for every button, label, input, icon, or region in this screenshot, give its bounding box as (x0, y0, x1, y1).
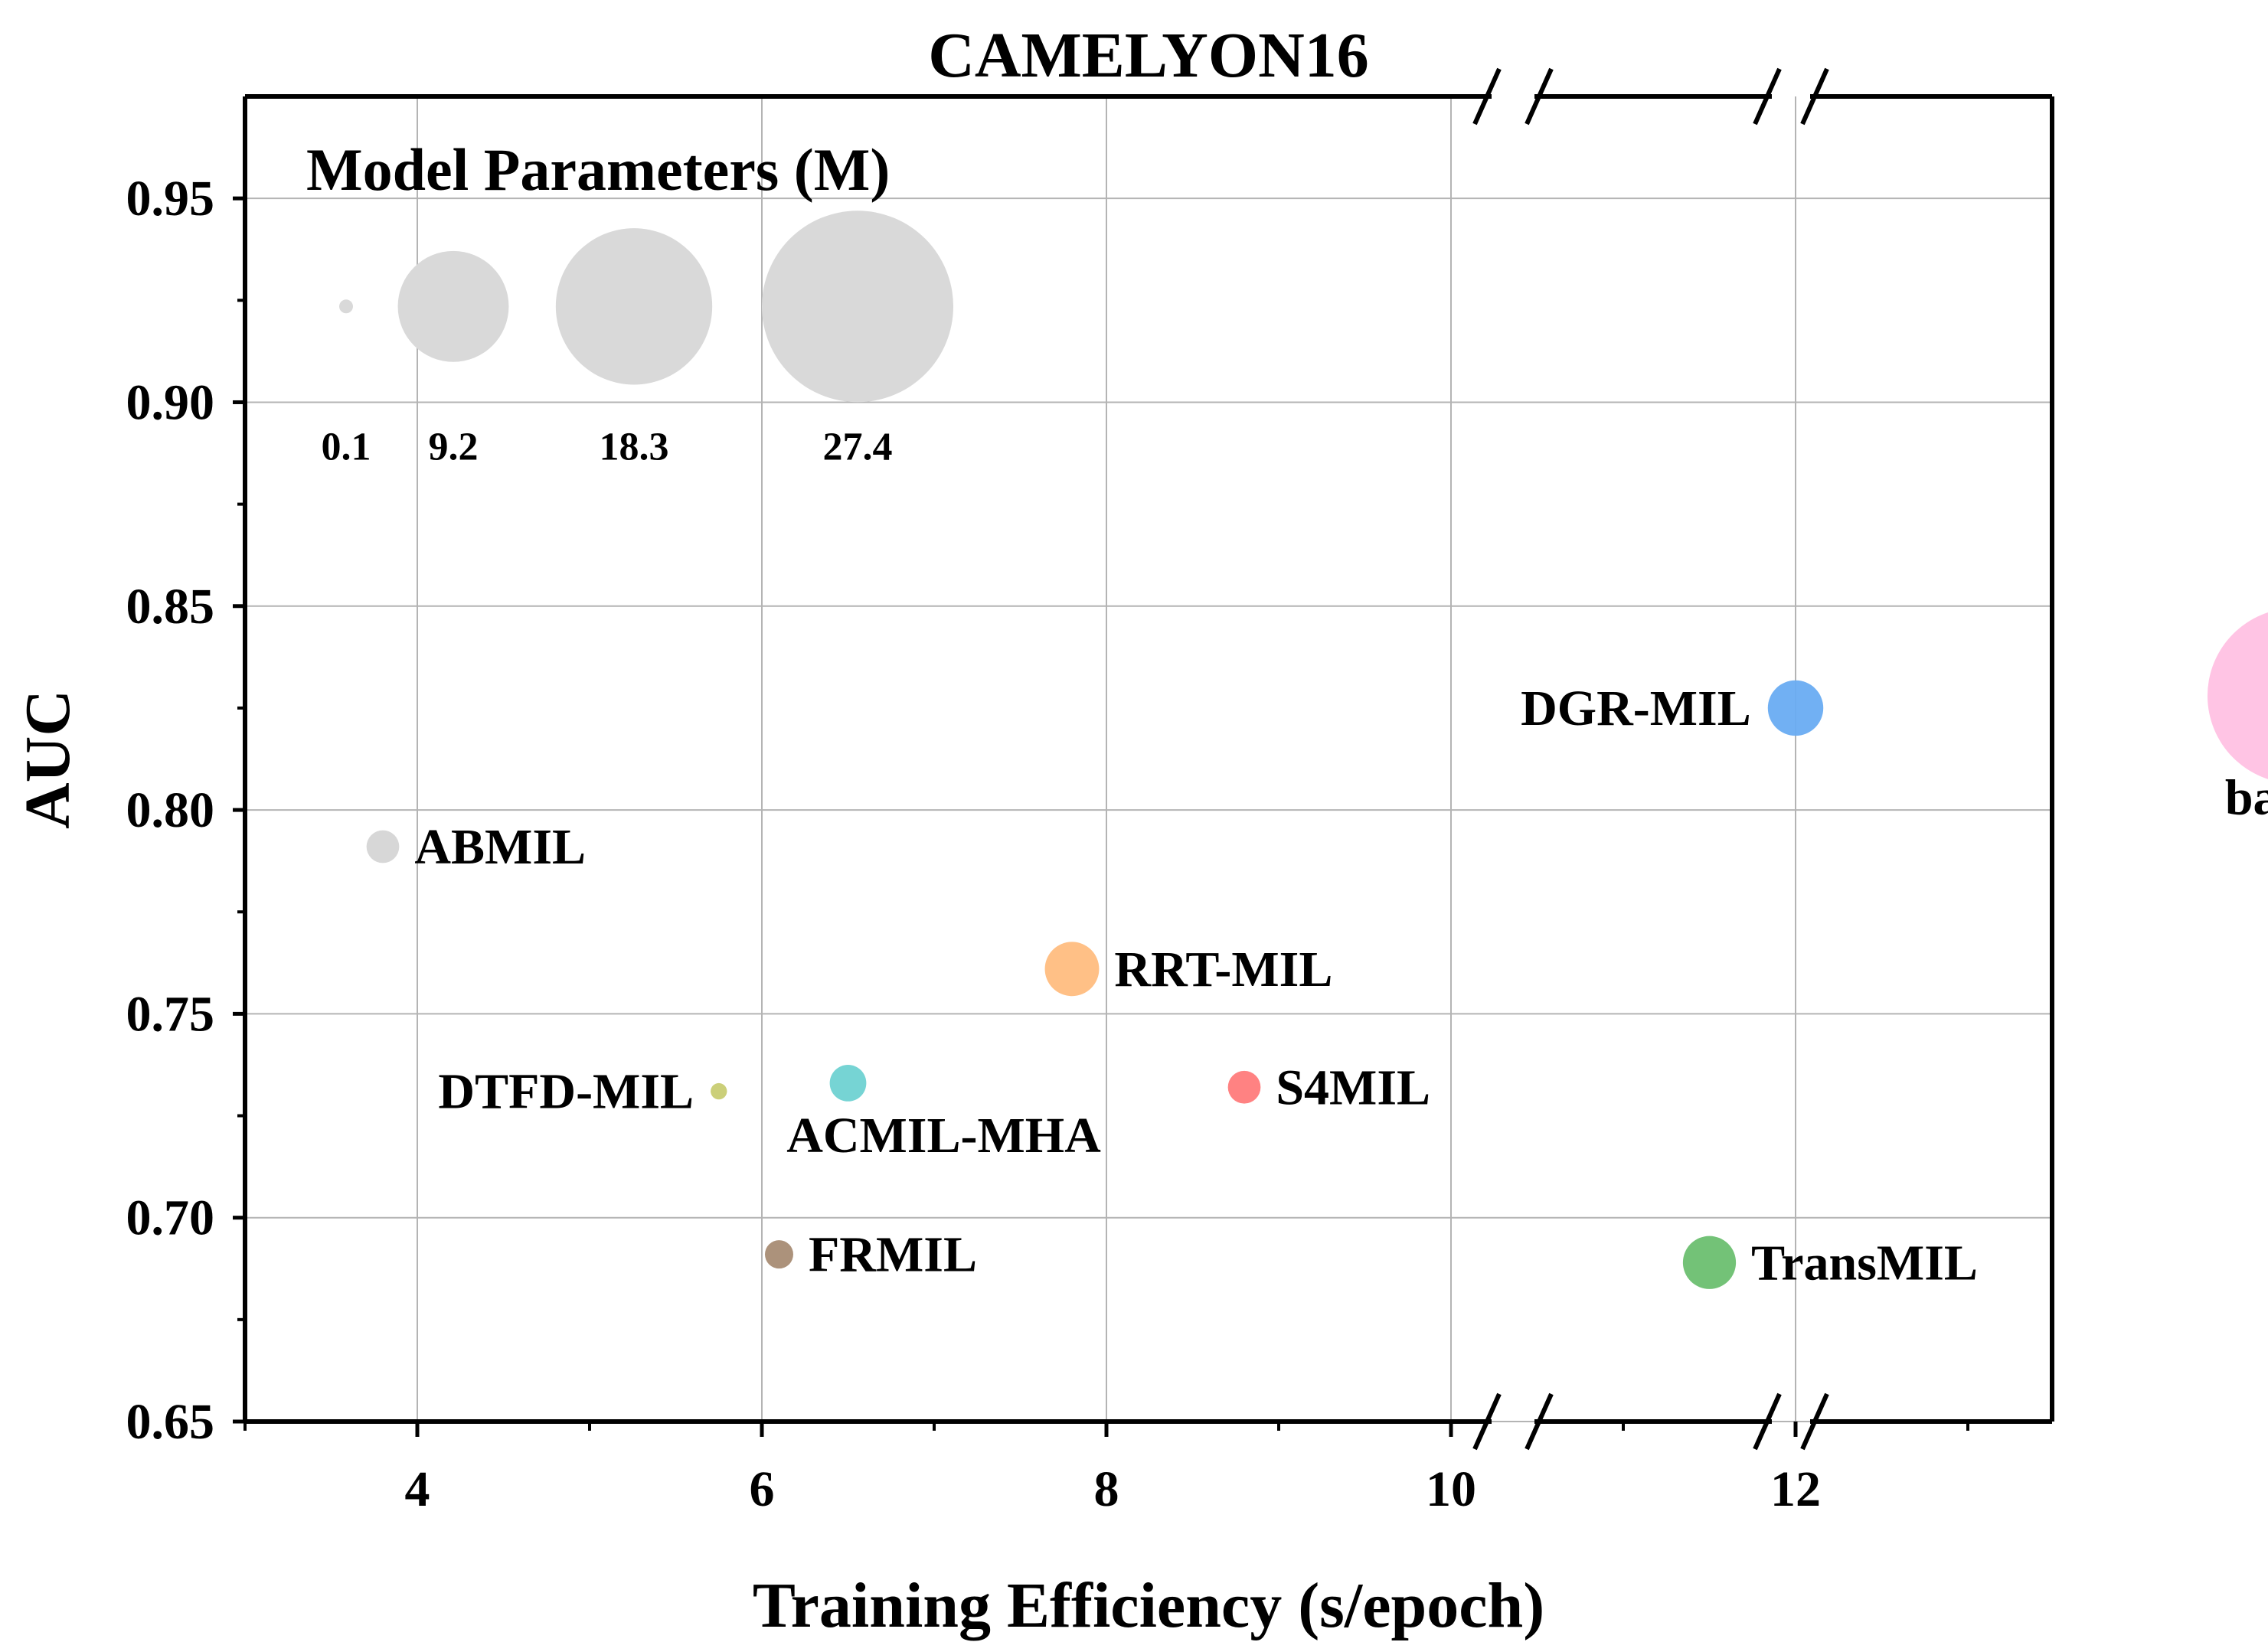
axis-ticks: 0.650.700.750.800.850.900.95468101248138 (126, 171, 1969, 1517)
bubble-dgr-mil (1767, 680, 1824, 736)
legend-value-label: 27.4 (823, 425, 893, 468)
legend-title: Model Parameters (M) (306, 136, 890, 203)
x-tick-label: 4 (405, 1461, 430, 1517)
axis-break-mark (1800, 67, 1829, 126)
chart-title: CAMELYON16 (928, 20, 1369, 91)
x-tick-label: 12 (1770, 1461, 1821, 1517)
y-tick-label: 0.90 (126, 374, 215, 430)
bubble-frmil (765, 1240, 793, 1269)
x-tick-label: 8 (1094, 1461, 1119, 1517)
y-tick-label: 0.75 (126, 986, 215, 1042)
point-label-baseline: baseline (2225, 769, 2268, 825)
data-bubbles (366, 612, 2268, 1289)
bubble-acmil-mha (829, 1065, 867, 1102)
axis-break-mark (1472, 67, 1502, 126)
bubble-s4mil (1227, 1070, 1261, 1104)
legend-value-label: 18.3 (600, 425, 669, 468)
bubble-baseline (2208, 612, 2268, 779)
size-legend: Model Parameters (M) 0.1 9.2 18.3 27.4 (306, 136, 953, 468)
plot-frame (243, 67, 2054, 1451)
axis-break-mark (1525, 67, 1554, 126)
bubble-transmil (1682, 1236, 1737, 1289)
point-label-dtfd-mil: DTFD-MIL (438, 1064, 694, 1120)
point-label-rrt-mil: RRT-MIL (1114, 942, 1332, 997)
y-tick-label: 0.85 (126, 579, 215, 635)
x-axis-label: Training Efficiency (s/epoch) (753, 1570, 1544, 1641)
y-tick-label: 0.65 (126, 1394, 215, 1450)
axis-break-mark (1800, 1392, 1829, 1451)
axis-break-mark (1525, 1392, 1554, 1451)
legend-bubble (339, 299, 353, 314)
point-label-dgr-mil: DGR-MIL (1521, 681, 1751, 736)
point-label-frmil: FRMIL (809, 1227, 977, 1283)
point-label-transmil: TransMIL (1751, 1235, 1978, 1291)
gridlines (245, 96, 2052, 1422)
bubble-abmil (366, 830, 400, 863)
axis-break-mark (1753, 67, 1782, 126)
axis-break-mark (1753, 1392, 1782, 1451)
point-labels: ABMIL DTFD-MIL ACMIL-MHA FRMIL RRT-MIL S4MIL T… (414, 681, 2268, 1291)
y-axis-label: AUC (12, 690, 83, 829)
bubble-rrt-mil (1044, 942, 1100, 997)
point-label-abmil: ABMIL (414, 819, 586, 875)
legend-bubble (555, 228, 713, 385)
legend-bubble (762, 211, 953, 403)
legend-value-label: 9.2 (429, 425, 479, 468)
y-tick-label: 0.70 (126, 1190, 215, 1246)
legend-bubble (397, 250, 509, 362)
axis-break-mark (1472, 1392, 1502, 1451)
bubble-dtfd-mil (711, 1082, 727, 1100)
point-label-s4mil: S4MIL (1276, 1059, 1430, 1115)
y-tick-label: 0.95 (126, 171, 215, 227)
x-tick-label: 6 (750, 1461, 775, 1517)
y-tick-label: 0.80 (126, 782, 215, 838)
legend-value-label: 0.1 (322, 425, 371, 468)
point-label-acmil-mha: ACMIL-MHA (786, 1108, 1101, 1164)
x-tick-label: 10 (1426, 1461, 1476, 1517)
